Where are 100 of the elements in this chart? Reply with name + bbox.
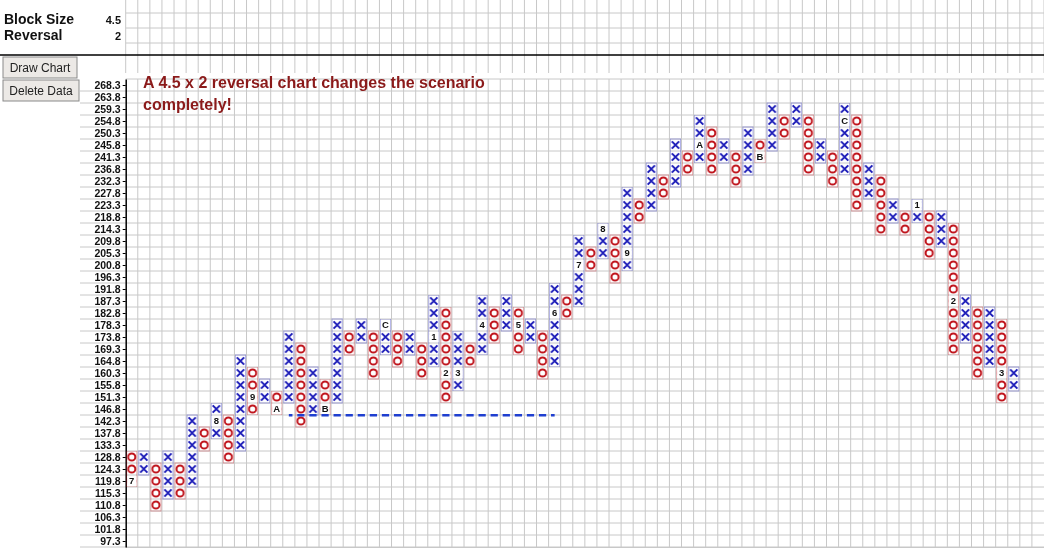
annotation: B: [321, 403, 329, 415]
bar: [996, 318, 1008, 404]
bar: [730, 150, 742, 188]
bar: [839, 102, 851, 176]
bar: [609, 234, 621, 284]
text: 4.5: [105, 14, 121, 26]
y-tick-label: 236.8: [94, 162, 121, 175]
bar: [476, 294, 488, 356]
bar: [911, 198, 923, 224]
annotation: 4: [479, 319, 486, 331]
bar: [440, 306, 452, 404]
bar: [500, 294, 512, 332]
bar: [150, 462, 162, 512]
bar: [718, 138, 730, 164]
annotation: B: [756, 151, 764, 163]
bar: [162, 450, 174, 500]
bar: [512, 306, 524, 356]
y-tick-label: 218.8: [94, 210, 121, 223]
y-tick-label: 182.8: [94, 306, 121, 319]
bar: [343, 330, 355, 356]
text: Block Size: [4, 11, 75, 27]
y-tick-label: 227.8: [94, 186, 121, 199]
y-tick-label: 119.8: [95, 474, 121, 487]
bar: [416, 342, 428, 380]
bar: [875, 174, 887, 236]
bar: [935, 210, 947, 248]
bar: [488, 306, 500, 344]
bar: [633, 198, 645, 224]
y-tick-label: 196.3: [94, 270, 121, 283]
bar: [307, 366, 319, 416]
bar: [367, 330, 379, 380]
annotation: 9: [624, 247, 630, 259]
annotation: 8: [600, 223, 606, 235]
bar: [428, 294, 440, 368]
text: Reversal: [4, 27, 63, 43]
bar: [887, 198, 899, 224]
annotation: C: [841, 115, 849, 127]
y-tick-label: 263.8: [94, 90, 121, 103]
bar: [972, 306, 984, 380]
bar: [766, 102, 778, 152]
annotation: 1: [914, 199, 921, 211]
bar: [198, 426, 210, 452]
y-tick-label: 250.3: [94, 126, 121, 139]
bar: [621, 186, 633, 272]
bar: [283, 330, 295, 404]
bar: [561, 294, 573, 320]
y-tick-label: 169.3: [94, 342, 121, 355]
bar: [669, 138, 682, 188]
annotation: 2: [950, 295, 957, 307]
text: 2: [114, 30, 121, 42]
y-tick-label: 191.8: [94, 282, 121, 295]
bar: [754, 138, 766, 164]
y-tick-label: 241.3: [94, 150, 121, 163]
y-tick-label: 160.3: [94, 366, 121, 379]
annotation: 3: [999, 367, 1005, 379]
button: Draw Chart: [2, 56, 78, 79]
annotation: 1: [431, 331, 438, 343]
bar: [355, 318, 367, 344]
y-tick-label: 133.3: [94, 438, 121, 451]
y-tick-label: 142.3: [94, 414, 121, 427]
bar: [331, 318, 343, 404]
y-tick-label: 205.3: [94, 246, 121, 259]
bar: [1008, 366, 1020, 392]
bar: [585, 246, 597, 272]
bar: [222, 414, 234, 464]
y-tick-label: 146.8: [94, 402, 121, 415]
annotation: 6: [551, 307, 558, 319]
bar: [923, 210, 935, 260]
bar: [814, 138, 827, 164]
annotation: A: [273, 403, 281, 415]
bar: [524, 318, 537, 344]
bar: [271, 390, 283, 416]
annotation: 9: [249, 391, 256, 403]
y-tick-label: 128.8: [94, 450, 121, 463]
y-tick-label: 223.3: [94, 198, 121, 211]
y-tick-label: 124.3: [94, 462, 121, 475]
button: Delete Data: [2, 79, 80, 102]
y-tick-label: 200.8: [94, 258, 121, 271]
bar: [319, 378, 331, 416]
bar: [790, 102, 802, 128]
bar: [706, 126, 718, 176]
bar: [802, 114, 814, 176]
bar: [984, 306, 996, 368]
bar: [126, 450, 138, 488]
y-tick-label: 187.3: [94, 294, 121, 307]
bar: [247, 366, 259, 416]
y-tick-label: 115.3: [95, 486, 121, 499]
bar: [682, 150, 694, 176]
y-tick-label: 101.8: [94, 522, 121, 535]
y-tick-label: 268.3: [94, 78, 121, 91]
bar: [597, 222, 609, 260]
bar: [404, 330, 416, 356]
y-tick-label: 173.8: [94, 330, 121, 343]
y-tick-label: 151.3: [94, 390, 121, 403]
bar: [778, 114, 790, 140]
bar: [210, 402, 222, 440]
y-tick-label: 209.8: [94, 234, 121, 247]
y-tick-label: 245.8: [94, 138, 121, 151]
y-tick-label: 110.8: [95, 498, 121, 511]
y-tick-label: 106.3: [94, 510, 121, 523]
